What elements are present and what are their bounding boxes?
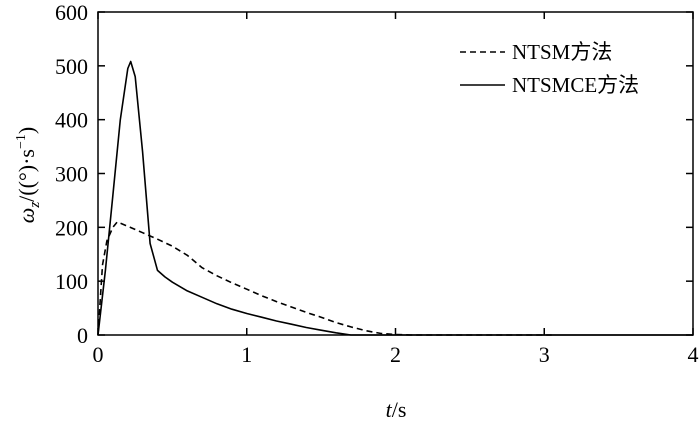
y-axis-label: ωz/((°)·s−1) [14, 127, 43, 223]
y-tick-label: 500 [55, 54, 88, 79]
y-axis-sub: z [27, 202, 43, 209]
x-axis-unit: /s [392, 397, 407, 422]
y-tick-label: 600 [55, 0, 88, 25]
y-axis-unit-pre: /((°)·s [14, 149, 39, 202]
series-lines [97, 60, 693, 336]
y-tick-label: 100 [55, 269, 88, 294]
y-tick-label: 0 [77, 323, 88, 348]
x-tick-label: 2 [390, 342, 401, 367]
x-axis-label: t/s [386, 397, 407, 422]
legend-label-1: NTSM方法 [512, 40, 612, 64]
y-axis-unit-post: ) [14, 127, 39, 134]
x-tick-label: 0 [93, 342, 104, 367]
y-axis-var: ω [14, 208, 39, 224]
series-line-2 [97, 60, 693, 336]
x-tick-label: 4 [688, 342, 699, 367]
y-tick-label: 200 [55, 215, 88, 240]
y-axis-sup: −1 [14, 134, 29, 149]
x-tick-label: 3 [539, 342, 550, 367]
x-tick-label: 1 [241, 342, 252, 367]
legend: NTSM方法 NTSMCE方法 [460, 40, 639, 97]
y-tick-label: 300 [55, 162, 88, 187]
legend-label-2: NTSMCE方法 [512, 73, 639, 97]
series-line-1 [97, 221, 552, 336]
axis-tick-labels: 0 1 2 3 4 0 100 200 300 400 500 600 [55, 0, 699, 367]
x-axis-var: t [386, 397, 393, 422]
y-tick-label: 400 [55, 108, 88, 133]
